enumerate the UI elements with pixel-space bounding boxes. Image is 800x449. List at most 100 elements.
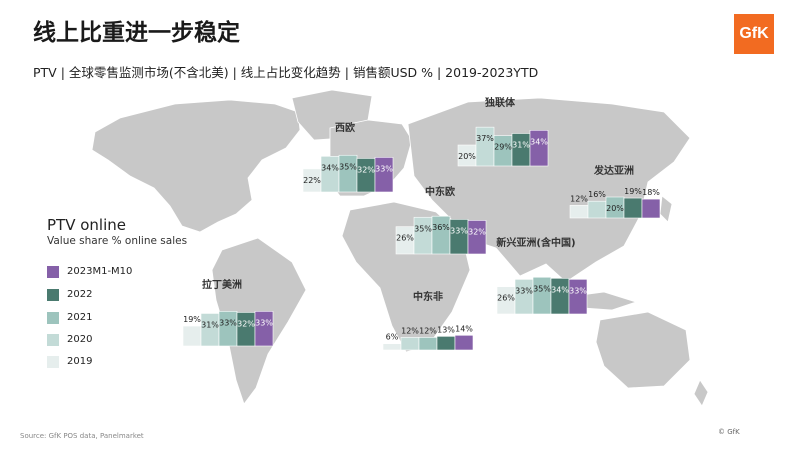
- bar: [320, 156, 340, 193]
- region-title: 中东非: [413, 290, 443, 303]
- bar-label: 18%: [642, 188, 660, 197]
- bar: [511, 133, 531, 167]
- bar: [218, 311, 238, 347]
- bar-label: 19%: [624, 187, 642, 196]
- bar: [236, 312, 256, 347]
- bar-label: 22%: [303, 176, 321, 185]
- region-group: 独联体 20%37%29% 31% 34%: [457, 96, 549, 167]
- legend-title: PTV online: [47, 216, 126, 234]
- region-group: 新兴亚洲(含中国)26%33% 35% 34% 33%: [496, 236, 588, 315]
- bar: [374, 157, 394, 193]
- bar-label: 32%: [468, 227, 486, 236]
- bar-label: 16%: [588, 190, 606, 199]
- bar-label: 12%: [419, 326, 437, 335]
- bar: [623, 197, 643, 219]
- region-group: 西欧 22%34% 35% 32% 33%: [302, 121, 394, 193]
- bar-label: 26%: [497, 294, 515, 303]
- japan-landmass: [659, 195, 673, 223]
- legend-swatch: [47, 334, 59, 346]
- bar: [400, 337, 420, 351]
- bar: [413, 216, 433, 255]
- bar: [532, 276, 552, 315]
- bar-label: 31%: [512, 140, 530, 149]
- legend-subtitle: Value share % online sales: [47, 235, 188, 247]
- legend-swatch: [47, 266, 59, 278]
- bar: [338, 154, 358, 193]
- bar: [200, 313, 220, 347]
- new-zealand-landmass: [693, 379, 709, 407]
- bar: [641, 198, 661, 219]
- legend-label: 2023M1-M10: [67, 266, 133, 277]
- region-title: 西欧: [335, 121, 355, 134]
- bar: [436, 336, 456, 351]
- bar-label: 31%: [201, 320, 219, 329]
- bar-label: 33%: [375, 164, 393, 173]
- source-note: Source: GfK POS data, Panelmarket: [20, 432, 144, 440]
- gfk-logo: GfK: [734, 14, 774, 54]
- bar: [254, 311, 274, 347]
- legend-swatch: [47, 356, 59, 368]
- bar-label: 34%: [321, 163, 339, 172]
- bar-label: 20%: [606, 204, 624, 213]
- bar-label: 12%: [401, 326, 419, 335]
- bar: [454, 334, 474, 351]
- bar-label: 33%: [515, 286, 533, 295]
- bar-label: 32%: [237, 319, 255, 328]
- bar: [568, 279, 588, 315]
- australia-landmass: [595, 311, 691, 389]
- bar-label: 12%: [570, 194, 588, 203]
- bar-label: 36%: [432, 223, 450, 232]
- bar-label: 32%: [357, 165, 375, 174]
- bar-label: 33%: [219, 318, 237, 327]
- legend-swatch: [47, 289, 59, 301]
- north-america-landmass: [91, 99, 301, 233]
- page-subtitle: PTV | 全球零售监测市场(不含北美) | 线上占比变化趋势 | 销售额USD…: [33, 65, 539, 80]
- region-title: 中东欧: [425, 185, 455, 198]
- bar-label: 33%: [255, 318, 273, 327]
- bar: [475, 126, 495, 167]
- bar-label: 37%: [476, 134, 494, 143]
- bar-label: 14%: [455, 324, 473, 333]
- bar: [529, 130, 549, 167]
- bar-label: 20%: [458, 152, 476, 161]
- bar-label: 6%: [386, 333, 399, 342]
- bar-label: 34%: [530, 137, 548, 146]
- bar: [356, 158, 376, 193]
- legend-label: 2019: [67, 356, 93, 367]
- bar-label: 35%: [533, 284, 551, 293]
- legend-swatch: [47, 312, 59, 324]
- page-title: 线上比重进一步稳定: [33, 20, 240, 46]
- bar: [550, 277, 570, 315]
- region-title: 独联体: [485, 96, 516, 109]
- bar: [418, 337, 438, 351]
- bar-label: 34%: [551, 285, 569, 294]
- legend-label: 2022: [67, 289, 93, 300]
- bar-label: 19%: [183, 315, 201, 324]
- bar: [431, 215, 451, 255]
- bar: [467, 220, 487, 255]
- bar-label: 33%: [450, 226, 468, 235]
- bar-label: 26%: [396, 234, 414, 243]
- bar-label: 13%: [437, 325, 455, 334]
- legend-label: 2021: [67, 312, 93, 323]
- bar-label: 35%: [339, 162, 357, 171]
- region-title: 发达亚洲: [593, 164, 634, 177]
- bar-label: 29%: [494, 143, 512, 152]
- bar: [514, 279, 534, 315]
- region-title: 拉丁美洲: [202, 278, 242, 291]
- region-group: 发达亚洲 12% 16%20%19% 18%: [569, 164, 661, 219]
- bar: [382, 343, 402, 351]
- bar: [182, 325, 202, 347]
- copyright-note: © GfK: [718, 428, 740, 436]
- region-title: 新兴亚洲(含中国): [496, 236, 575, 249]
- bar: [449, 219, 469, 255]
- bar: [587, 200, 607, 219]
- region-group: 中东欧 26%35% 36% 33% 32%: [395, 185, 487, 255]
- bar: [569, 205, 589, 219]
- bar-label: 33%: [569, 286, 587, 295]
- bar-label: 35%: [414, 224, 432, 233]
